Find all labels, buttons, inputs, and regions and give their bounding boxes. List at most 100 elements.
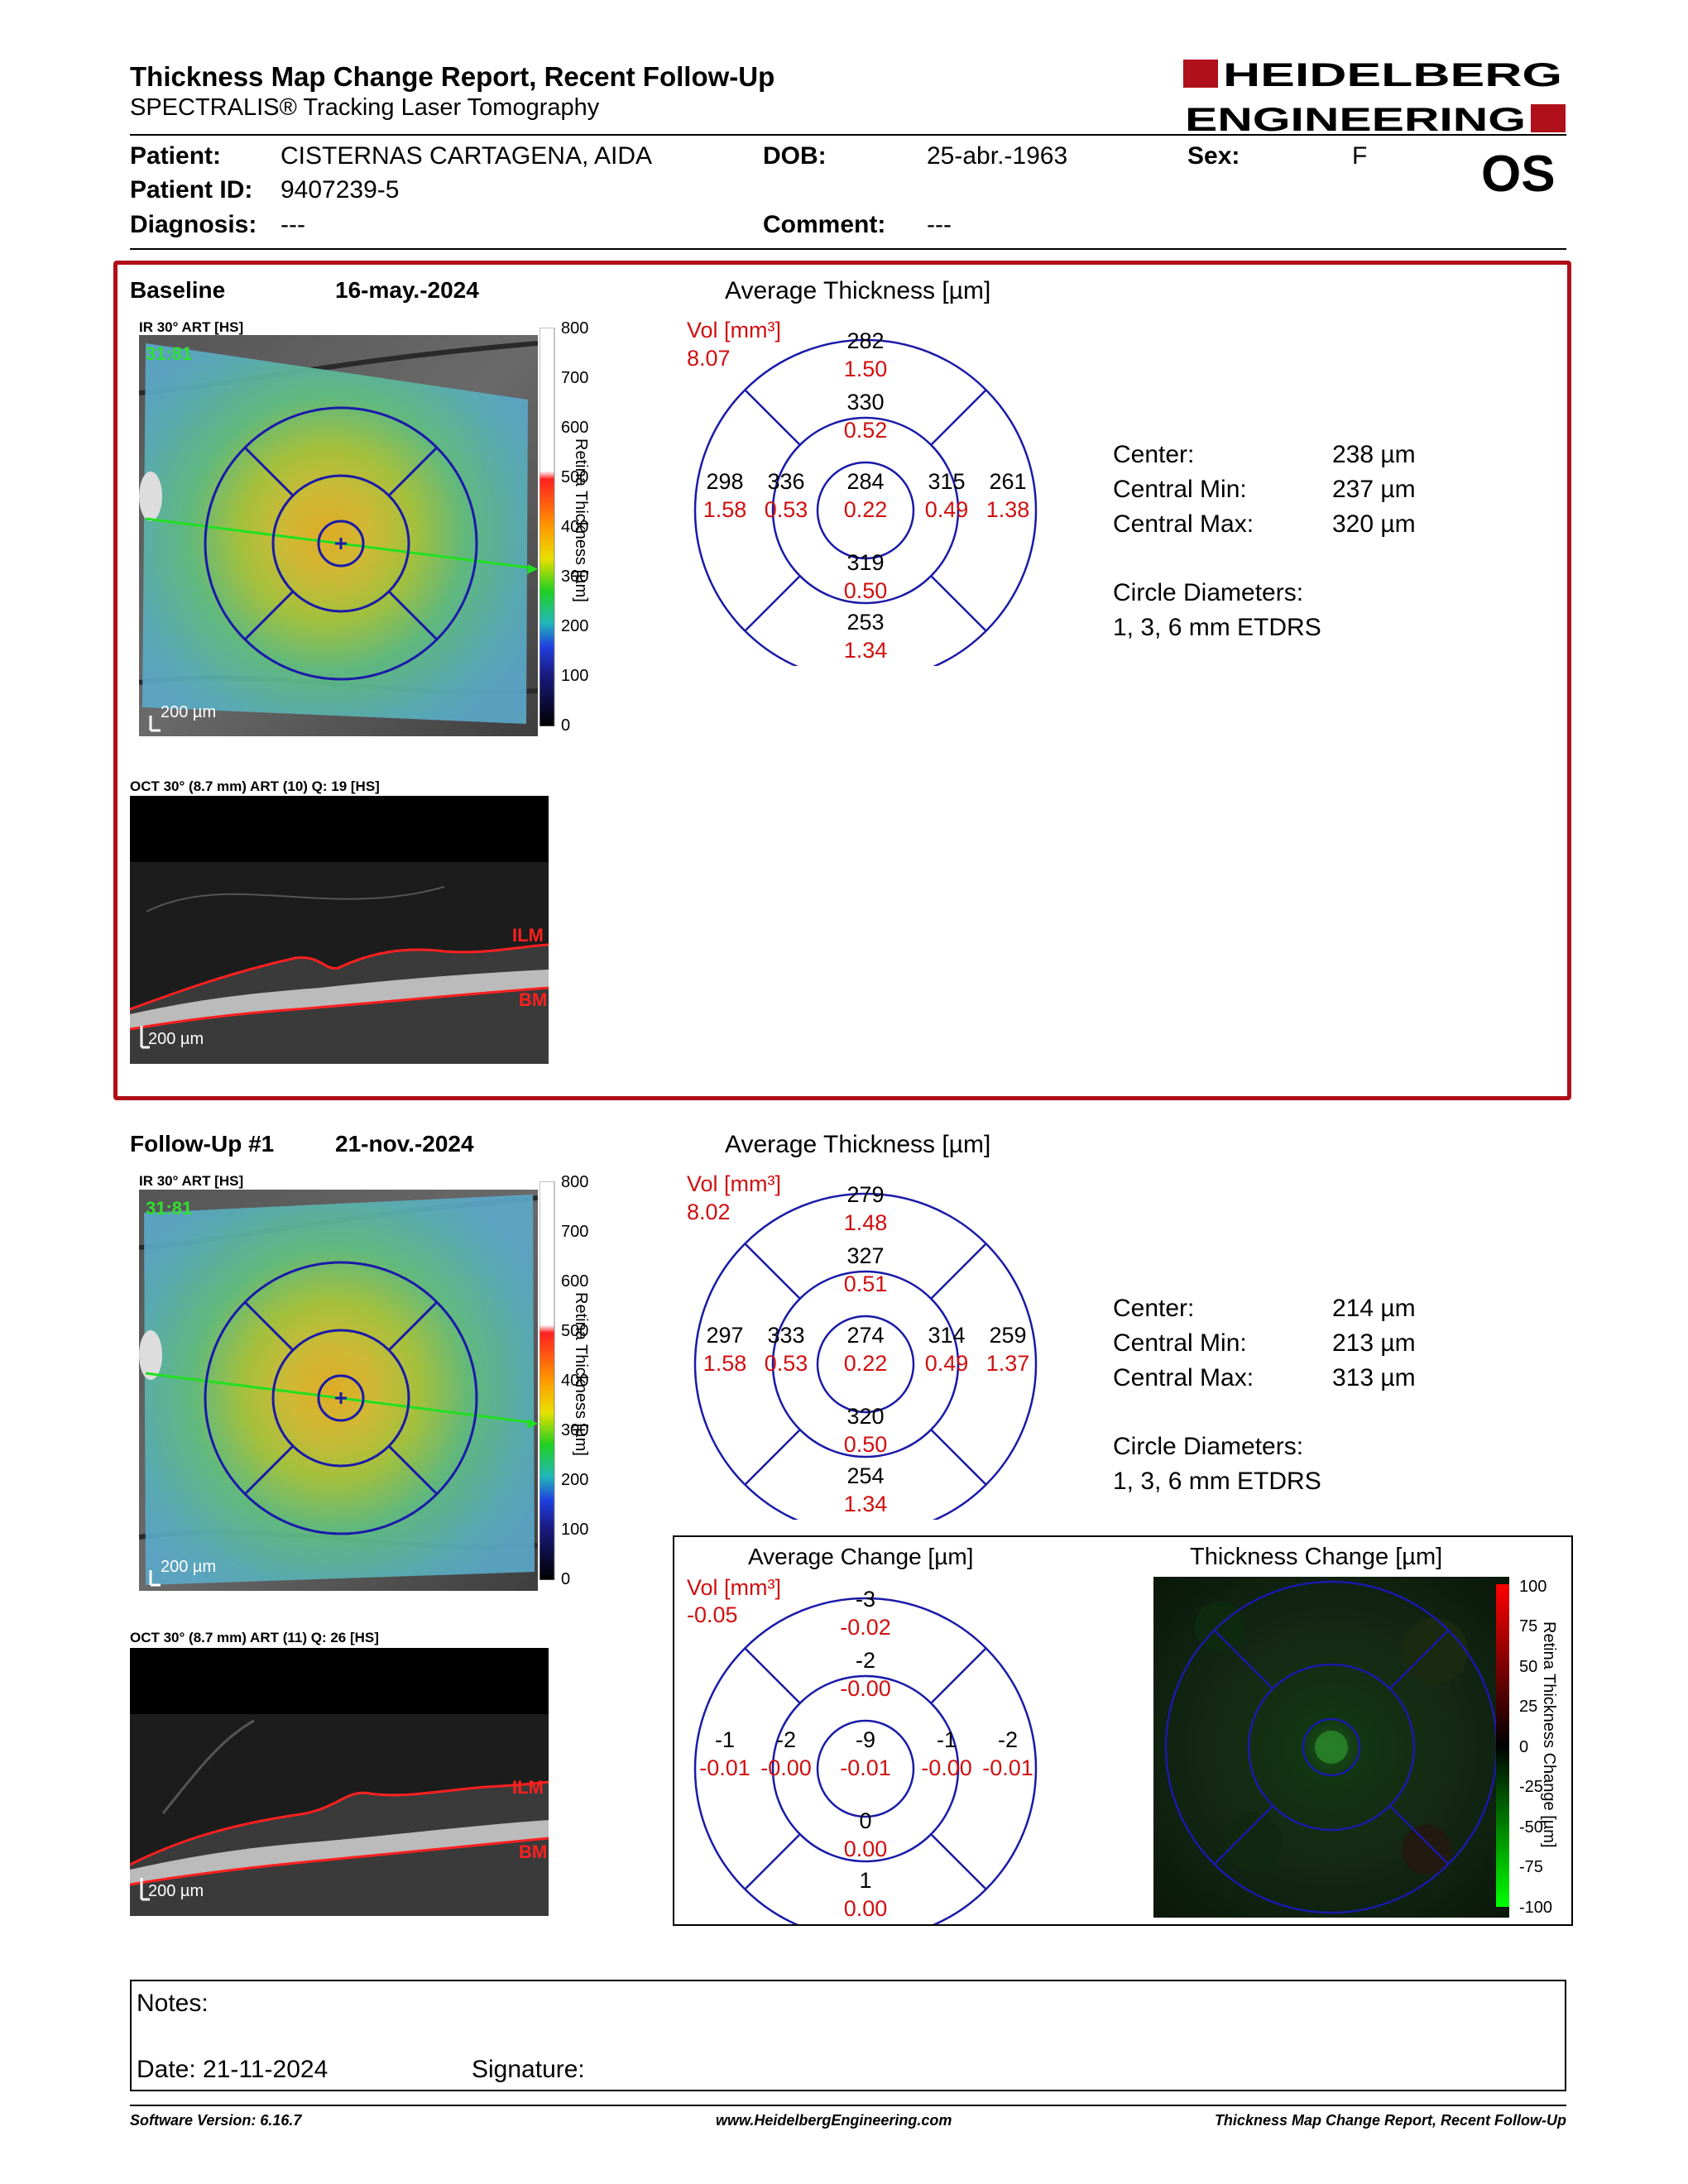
baseline-map-scalebar: 200 µm (161, 703, 216, 721)
baseline-date: 16-may.-2024 (335, 277, 479, 303)
f-inner-right-thickness: 314 (928, 1323, 965, 1348)
change-map-title: Thickness Change [µm] (1190, 1544, 1443, 1570)
logo-text-bottom: ENGINEERING (1185, 102, 1526, 134)
b-inner-right-volume: 0.49 (925, 497, 969, 522)
followup-circle-value: 1, 3, 6 mm ETDRS (1113, 1468, 1321, 1495)
dob-label: DOB: (763, 142, 827, 170)
followup-max-value: 313 µm (1332, 1364, 1416, 1391)
change-vol-label: Vol [mm³] (687, 1575, 782, 1600)
followup-oct-scan: ILM BM 200 µm (130, 1648, 549, 1916)
f-inner-bottom-thickness: 320 (846, 1404, 884, 1429)
signature-label: Signature: (472, 2056, 585, 2083)
baseline-scale-200: 200 (561, 617, 589, 635)
footer-report-name: Thickness Map Change Report, Recent Foll… (1214, 2112, 1566, 2129)
c-inner-right-thickness: -1 (937, 1727, 957, 1752)
b-inner-bottom-thickness: 319 (846, 550, 884, 575)
followup-label: Follow-Up #1 (130, 1131, 275, 1157)
followup-map-scalebar: 200 µm (161, 1558, 216, 1576)
baseline-oct-scan: ILM BM 200 µm (130, 796, 549, 1064)
baseline-scale-100: 100 (561, 667, 589, 685)
followup-center-value: 214 µm (1332, 1295, 1416, 1322)
c-inner-top-thickness: -2 (856, 1648, 875, 1673)
followup-ir-overlay: 31:81 (146, 1198, 192, 1219)
followup-date: 21-nov.-2024 (335, 1131, 474, 1157)
change-scale-minus75: -75 (1519, 1858, 1543, 1876)
f-inner-bottom-volume: 0.50 (844, 1432, 888, 1457)
sex-label: Sex: (1187, 142, 1240, 170)
f-outer-left-volume: 1.58 (703, 1351, 747, 1376)
followup-center-label: Center: (1113, 1295, 1195, 1322)
followup-avg-title: Average Thickness [µm] (725, 1131, 991, 1158)
baseline-frame (113, 261, 1571, 1100)
baseline-max-label: Central Max: (1113, 510, 1254, 538)
baseline-scale-600: 600 (561, 419, 589, 437)
sex-value: F (1352, 142, 1368, 170)
change-scale-25: 25 (1519, 1698, 1538, 1716)
followup-oct-scalebar: 200 µm (148, 1882, 204, 1900)
baseline-center-label: Center: (1113, 441, 1195, 468)
c-outer-right-volume: -0.01 (982, 1755, 1033, 1780)
footer-website[interactable]: www.HeidelbergEngineering.com (716, 2112, 952, 2129)
baseline-center-value: 238 µm (1332, 441, 1416, 468)
notes-box[interactable] (130, 1980, 1566, 2091)
change-scale-100: 100 (1519, 1578, 1547, 1596)
f-outer-top-thickness: 279 (846, 1182, 884, 1207)
b-inner-left-volume: 0.53 (765, 497, 808, 522)
change-avg-title: Average Change [µm] (748, 1544, 974, 1569)
b-center-volume: 0.22 (844, 497, 888, 522)
baseline-vol-label: Vol [mm³] (687, 318, 782, 342)
company-logo: HEIDELBERG ENGINEERING (1183, 57, 1566, 138)
change-etdrs-grid: -3 -0.02 -2 -0.00 -9 -0.01 0 0.00 1 0.00… (693, 1577, 1038, 1941)
f-inner-top-thickness: 327 (846, 1243, 884, 1268)
followup-scale-400: 400 (561, 1372, 589, 1390)
baseline-circle-label: Circle Diameters: (1113, 579, 1304, 606)
change-scale-minus100: -100 (1519, 1899, 1553, 1917)
baseline-avg-title: Average Thickness [µm] (725, 277, 991, 304)
b-inner-left-thickness: 336 (767, 469, 804, 494)
f-outer-bottom-volume: 1.34 (844, 1492, 888, 1516)
change-color-scale (1494, 1584, 1511, 1907)
patient-id-label: Patient ID: (130, 176, 253, 204)
c-inner-left-volume: -0.00 (760, 1755, 812, 1780)
change-scale-0: 0 (1519, 1738, 1529, 1756)
notes-date: Date: 21-11-2024 (137, 2056, 328, 2083)
c-outer-top-thickness: -3 (856, 1587, 875, 1612)
baseline-ir-overlay: 31:81 (146, 343, 192, 364)
f-center-volume: 0.22 (844, 1351, 888, 1376)
f-center-thickness: 274 (846, 1323, 884, 1348)
followup-ir-caption: IR 30° ART [HS] (139, 1173, 244, 1189)
c-outer-bottom-volume: 0.00 (844, 1896, 888, 1921)
patient-name: CISTERNAS CARTAGENA, AIDA (281, 142, 652, 170)
baseline-oct-scalebar: 200 µm (148, 1030, 204, 1048)
baseline-scale-0: 0 (561, 716, 571, 735)
followup-color-scale (539, 1181, 556, 1581)
followup-scale-800: 800 (561, 1173, 589, 1191)
baseline-max-value: 320 µm (1332, 510, 1416, 538)
c-inner-bottom-thickness: 0 (859, 1808, 871, 1833)
followup-bm-label: BM (519, 1842, 547, 1862)
baseline-label: Baseline (130, 277, 226, 303)
change-panel (673, 1535, 1573, 1926)
followup-scale-700: 700 (561, 1223, 589, 1241)
b-center-thickness: 284 (846, 469, 884, 494)
followup-scale-300: 300 (561, 1421, 589, 1439)
f-outer-left-thickness: 297 (706, 1323, 743, 1348)
followup-max-label: Central Max: (1113, 1364, 1254, 1391)
c-outer-left-volume: -0.01 (699, 1755, 750, 1780)
change-vol-total: -0.05 (687, 1602, 738, 1627)
followup-vol-label: Vol [mm³] (687, 1171, 782, 1196)
f-outer-right-thickness: 259 (989, 1323, 1026, 1348)
b-outer-top-thickness: 282 (846, 328, 884, 353)
baseline-oct-caption: OCT 30° (8.7 mm) ART (10) Q: 19 [HS] (130, 778, 380, 794)
baseline-min-value: 237 µm (1332, 476, 1416, 503)
followup-vol-total: 8.02 (687, 1200, 731, 1224)
baseline-scale-800: 800 (561, 319, 589, 338)
b-outer-left-thickness: 298 (706, 469, 743, 494)
eye-label: OS (1481, 146, 1556, 203)
c-inner-right-volume: -0.00 (921, 1755, 972, 1780)
thickness-change-map (1153, 1577, 1509, 1918)
followup-scale-500: 500 (561, 1322, 589, 1340)
followup-scale-100: 100 (561, 1521, 589, 1539)
f-inner-left-thickness: 333 (767, 1323, 804, 1348)
f-inner-top-volume: 0.51 (844, 1272, 888, 1296)
